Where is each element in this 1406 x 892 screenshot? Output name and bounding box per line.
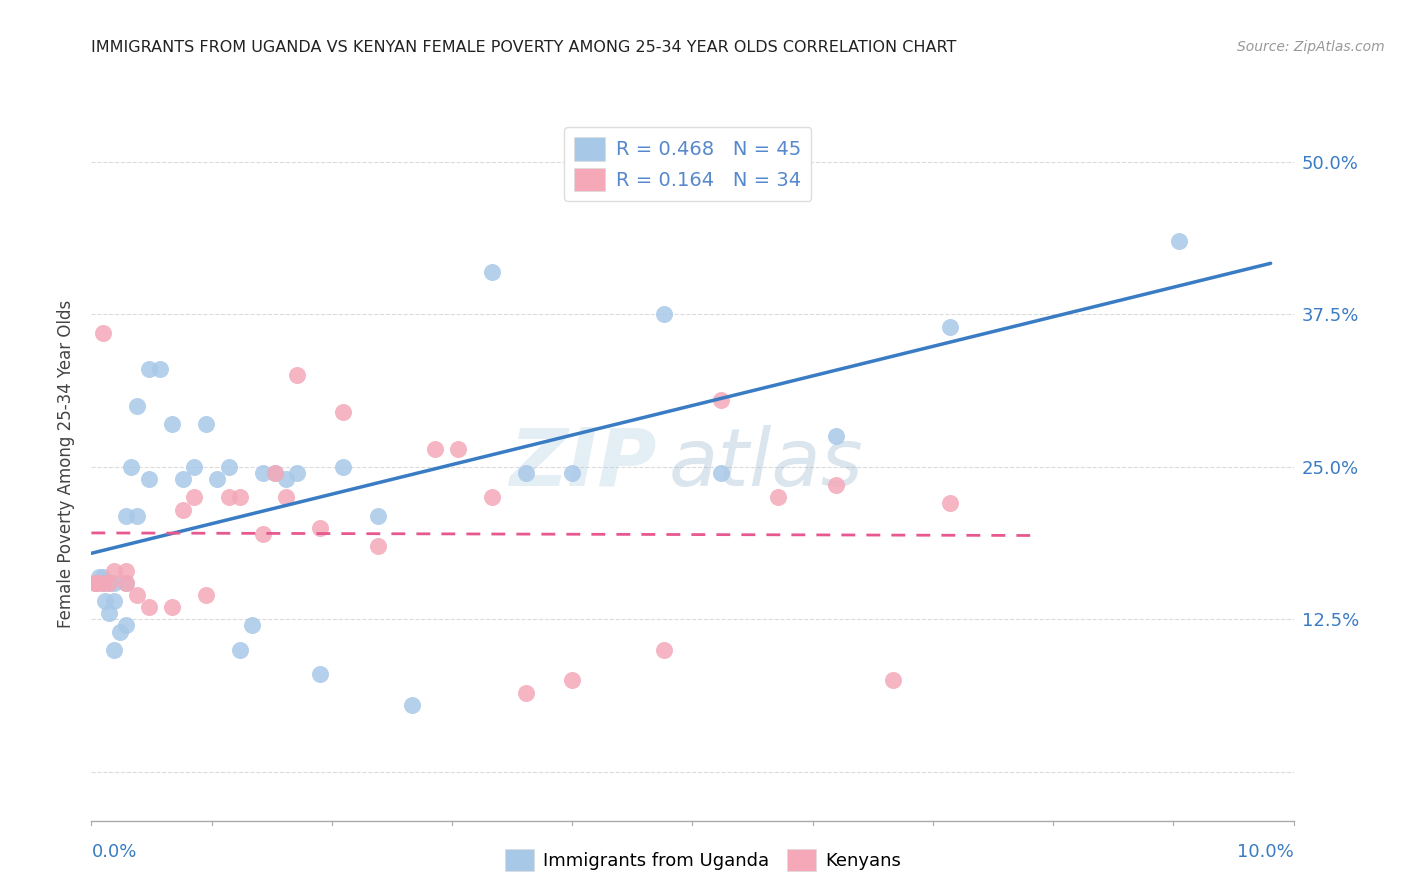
Point — [367, 508, 389, 523]
Point — [89, 569, 111, 583]
Point — [94, 594, 117, 608]
Point — [515, 466, 537, 480]
Point — [160, 600, 183, 615]
Point — [114, 618, 136, 632]
Point — [229, 643, 252, 657]
Point — [824, 429, 846, 443]
Point — [138, 600, 160, 615]
Legend: Immigrants from Uganda, Kenyans: Immigrants from Uganda, Kenyans — [498, 842, 908, 879]
Point — [172, 502, 194, 516]
Point — [114, 564, 136, 578]
Point — [218, 459, 240, 474]
Y-axis label: Female Poverty Among 25-34 Year Olds: Female Poverty Among 25-34 Year Olds — [58, 300, 76, 628]
Point — [149, 362, 172, 376]
Text: 0.0%: 0.0% — [91, 843, 136, 861]
Point — [183, 491, 205, 505]
Point — [332, 459, 354, 474]
Point — [114, 575, 136, 590]
Text: 10.0%: 10.0% — [1237, 843, 1294, 861]
Point — [240, 618, 263, 632]
Point — [91, 575, 114, 590]
Point — [481, 491, 503, 505]
Text: Source: ZipAtlas.com: Source: ZipAtlas.com — [1237, 40, 1385, 54]
Point — [768, 491, 790, 505]
Point — [1168, 234, 1191, 248]
Point — [97, 575, 120, 590]
Point — [194, 417, 217, 432]
Point — [481, 265, 503, 279]
Point — [160, 417, 183, 432]
Point — [127, 508, 149, 523]
Point — [263, 466, 285, 480]
Point — [515, 685, 537, 699]
Point — [103, 564, 125, 578]
Point — [824, 478, 846, 492]
Point — [367, 539, 389, 553]
Point — [939, 496, 962, 510]
Point — [114, 508, 136, 523]
Point — [138, 362, 160, 376]
Point — [332, 405, 354, 419]
Point — [652, 307, 675, 321]
Point — [423, 442, 446, 456]
Point — [882, 673, 904, 688]
Point — [561, 673, 583, 688]
Point — [447, 442, 470, 456]
Point — [710, 392, 733, 407]
Point — [83, 575, 105, 590]
Point — [138, 472, 160, 486]
Point — [252, 527, 274, 541]
Point — [309, 521, 332, 535]
Point — [97, 575, 120, 590]
Point — [183, 459, 205, 474]
Point — [121, 459, 143, 474]
Point — [194, 588, 217, 602]
Point — [287, 368, 309, 383]
Legend: R = 0.468   N = 45, R = 0.164   N = 34: R = 0.468 N = 45, R = 0.164 N = 34 — [564, 128, 811, 202]
Point — [309, 667, 332, 681]
Point — [561, 466, 583, 480]
Point — [939, 319, 962, 334]
Point — [86, 575, 108, 590]
Point — [86, 575, 108, 590]
Point — [83, 575, 105, 590]
Point — [401, 698, 423, 712]
Point — [103, 575, 125, 590]
Point — [91, 575, 114, 590]
Point — [652, 643, 675, 657]
Point — [207, 472, 229, 486]
Point — [172, 472, 194, 486]
Point — [114, 575, 136, 590]
Point — [274, 472, 297, 486]
Point — [97, 607, 120, 621]
Point — [108, 624, 131, 639]
Text: ZIP: ZIP — [509, 425, 657, 503]
Text: IMMIGRANTS FROM UGANDA VS KENYAN FEMALE POVERTY AMONG 25-34 YEAR OLDS CORRELATIO: IMMIGRANTS FROM UGANDA VS KENYAN FEMALE … — [91, 40, 956, 55]
Point — [229, 491, 252, 505]
Point — [263, 466, 285, 480]
Point — [274, 491, 297, 505]
Point — [127, 399, 149, 413]
Point — [287, 466, 309, 480]
Text: atlas: atlas — [668, 425, 863, 503]
Point — [103, 594, 125, 608]
Point — [91, 326, 114, 340]
Point — [252, 466, 274, 480]
Point — [218, 491, 240, 505]
Point — [103, 643, 125, 657]
Point — [127, 588, 149, 602]
Point — [710, 466, 733, 480]
Point — [91, 569, 114, 583]
